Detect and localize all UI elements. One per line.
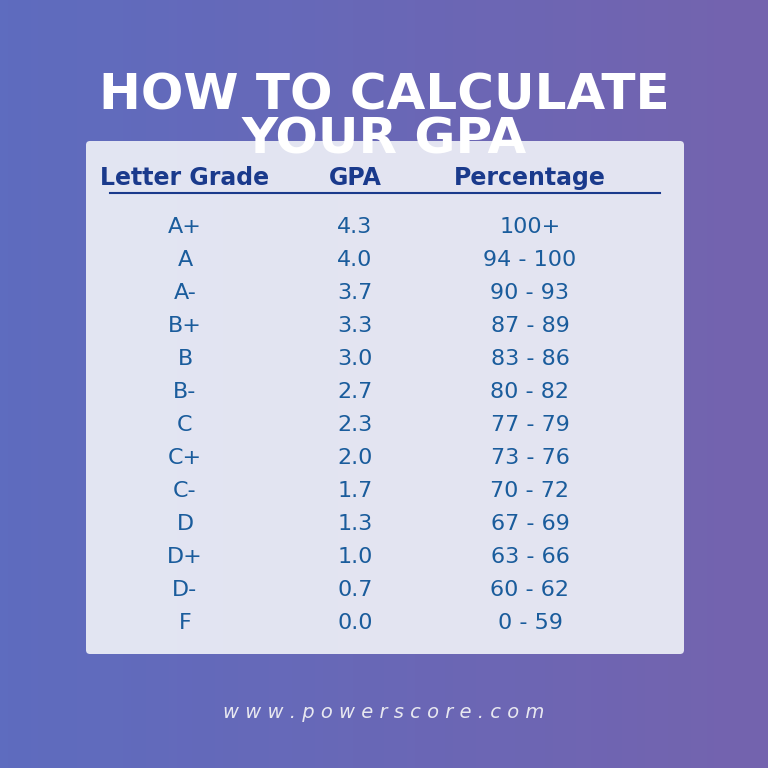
Text: 73 - 76: 73 - 76 — [491, 448, 569, 468]
FancyBboxPatch shape — [86, 141, 684, 654]
Text: C-: C- — [174, 482, 197, 502]
Text: D-: D- — [172, 581, 197, 601]
Text: 2.0: 2.0 — [337, 448, 372, 468]
Text: 4.3: 4.3 — [337, 217, 372, 237]
Text: 94 - 100: 94 - 100 — [483, 250, 577, 270]
Text: 0.0: 0.0 — [337, 614, 372, 634]
Text: 77 - 79: 77 - 79 — [491, 415, 569, 435]
Text: A-: A- — [174, 283, 197, 303]
Text: 1.0: 1.0 — [337, 548, 372, 568]
Text: Letter Grade: Letter Grade — [101, 166, 270, 190]
Text: HOW TO CALCULATE: HOW TO CALCULATE — [98, 72, 670, 120]
Text: 63 - 66: 63 - 66 — [491, 548, 569, 568]
Text: 3.7: 3.7 — [337, 283, 372, 303]
Text: D: D — [177, 515, 194, 535]
Text: 83 - 86: 83 - 86 — [491, 349, 569, 369]
Text: 87 - 89: 87 - 89 — [491, 316, 569, 336]
Text: 2.7: 2.7 — [337, 382, 372, 402]
Text: 1.3: 1.3 — [337, 515, 372, 535]
Text: 1.7: 1.7 — [337, 482, 372, 502]
Text: w w w . p o w e r s c o r e . c o m: w w w . p o w e r s c o r e . c o m — [223, 703, 545, 723]
Text: 3.0: 3.0 — [337, 349, 372, 369]
Text: A: A — [177, 250, 193, 270]
Text: D+: D+ — [167, 548, 203, 568]
Text: 3.3: 3.3 — [337, 316, 372, 336]
Text: Percentage: Percentage — [454, 166, 606, 190]
Text: 2.3: 2.3 — [337, 415, 372, 435]
Text: B+: B+ — [168, 316, 202, 336]
Text: 67 - 69: 67 - 69 — [491, 515, 569, 535]
Text: YOUR GPA: YOUR GPA — [241, 116, 527, 164]
Text: 100+: 100+ — [499, 217, 561, 237]
Text: B-: B- — [174, 382, 197, 402]
Text: 0 - 59: 0 - 59 — [498, 614, 562, 634]
Text: C+: C+ — [168, 448, 202, 468]
Text: C: C — [177, 415, 193, 435]
Text: B: B — [177, 349, 193, 369]
Text: 4.0: 4.0 — [337, 250, 372, 270]
Text: A+: A+ — [168, 217, 202, 237]
Text: 80 - 82: 80 - 82 — [491, 382, 570, 402]
Text: 60 - 62: 60 - 62 — [491, 581, 570, 601]
Text: 90 - 93: 90 - 93 — [491, 283, 570, 303]
Text: F: F — [179, 614, 191, 634]
Text: GPA: GPA — [329, 166, 382, 190]
Text: 0.7: 0.7 — [337, 581, 372, 601]
Text: 70 - 72: 70 - 72 — [491, 482, 570, 502]
